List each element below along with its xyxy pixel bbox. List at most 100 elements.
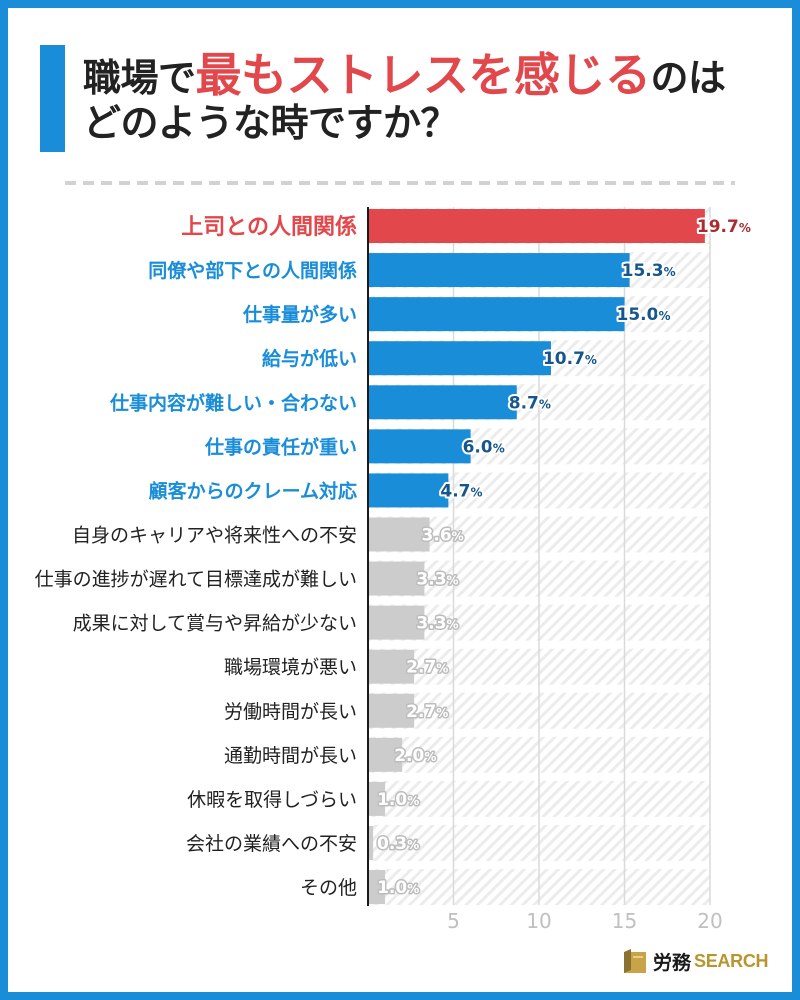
bar-blue xyxy=(368,429,471,464)
value-number: 10.7 xyxy=(543,349,585,369)
logo-text-jp: 労務 xyxy=(653,951,692,974)
category-label: 仕事の進捗が遅れて目標達成が難しい xyxy=(35,569,357,591)
value-label: 10.7% xyxy=(543,349,597,369)
category-label: 休暇を取得しづらい xyxy=(187,789,357,811)
value-number: 15.0 xyxy=(617,305,659,325)
bar-blue xyxy=(368,385,517,420)
bar-gray xyxy=(368,870,386,905)
bar-gray xyxy=(368,561,425,596)
bars xyxy=(368,209,705,905)
value-suffix: % xyxy=(493,441,505,455)
title-prefix: 職場で xyxy=(83,56,196,100)
value-suffix: % xyxy=(447,574,459,588)
bar-gray xyxy=(368,825,374,860)
bar-gray xyxy=(368,649,415,684)
value-label: 1.0% xyxy=(377,790,419,810)
value-label: 6.0% xyxy=(463,437,505,457)
category-label: 顧客からのクレーム対応 xyxy=(149,479,357,502)
category-label: 通勤時間が長い xyxy=(224,745,357,767)
category-label: 仕事内容が難しい・合わない xyxy=(109,391,357,414)
title-suffix: のは xyxy=(650,56,727,100)
x-tick-label: 5 xyxy=(447,909,460,933)
category-label: 会社の業績への不安 xyxy=(186,833,357,855)
value-suffix: % xyxy=(436,662,448,676)
value-number: 19.7 xyxy=(697,217,739,237)
value-number: 2.0 xyxy=(394,746,424,766)
value-label: 2.7% xyxy=(406,658,448,678)
value-label: 1.0% xyxy=(377,878,419,898)
value-number: 2.7 xyxy=(406,702,436,722)
category-label: 同僚や部下との人間関係 xyxy=(148,259,357,282)
category-label: 上司との人間関係 xyxy=(181,215,357,240)
value-suffix: % xyxy=(424,750,436,764)
value-suffix: % xyxy=(407,882,419,896)
value-number: 8.7 xyxy=(509,393,539,413)
value-label: 4.7% xyxy=(440,481,482,501)
value-number: 15.3 xyxy=(622,261,664,281)
value-label: 2.0% xyxy=(394,746,436,766)
value-number: 3.3 xyxy=(416,570,446,590)
value-number: 4.7 xyxy=(440,481,470,501)
category-labels: 上司との人間関係同僚や部下との人間関係仕事量が多い給与が低い仕事内容が難しい・合… xyxy=(35,215,357,899)
value-number: 1.0 xyxy=(377,878,407,898)
value-label: 2.7% xyxy=(406,702,448,722)
title-highlight: 最もストレスを感じる xyxy=(195,48,652,102)
x-tick-label: 10 xyxy=(526,909,551,933)
category-label: その他 xyxy=(300,877,357,899)
brand-logo: 労務 SEARCH xyxy=(621,946,769,976)
bar-red xyxy=(368,209,705,243)
value-suffix: % xyxy=(470,485,482,499)
book-icon xyxy=(624,948,646,973)
bar-blue xyxy=(368,253,630,288)
value-suffix: % xyxy=(407,838,419,852)
value-label: 3.3% xyxy=(416,570,458,590)
value-suffix: % xyxy=(407,794,419,808)
category-label: 自身のキャリアや将来性への不安 xyxy=(72,524,357,546)
value-label: 15.0% xyxy=(617,305,671,325)
bar-gray xyxy=(368,781,386,816)
category-label: 給与が低い xyxy=(262,347,357,370)
value-label: 0.3% xyxy=(377,834,419,854)
bar-blue xyxy=(368,473,449,508)
value-number: 2.7 xyxy=(406,658,436,678)
value-suffix: % xyxy=(664,265,676,279)
x-tick-labels: 5 10 15 20 xyxy=(447,909,723,933)
category-label: 職場環境が悪い xyxy=(224,657,357,679)
value-suffix: % xyxy=(452,529,464,543)
category-label: 仕事の責任が重い xyxy=(204,435,357,458)
value-number: 0.3 xyxy=(377,834,407,854)
value-label: 3.3% xyxy=(416,614,458,634)
x-tick-label: 20 xyxy=(697,909,722,933)
bar-gray xyxy=(368,737,403,772)
logo-text-en: SEARCH xyxy=(694,950,769,971)
title-line-1: 職場で最もストレスを感じるのは xyxy=(83,47,726,103)
bar-gray xyxy=(368,605,425,640)
value-number: 3.3 xyxy=(416,614,446,634)
x-tick-label: 15 xyxy=(612,909,637,933)
value-number: 3.6 xyxy=(422,525,452,545)
value-suffix: % xyxy=(436,706,448,720)
bar-blue xyxy=(368,341,551,376)
category-label: 労働時間が長い xyxy=(224,701,357,723)
value-number: 6.0 xyxy=(463,437,493,457)
bar-gray xyxy=(368,693,415,728)
bar-blue xyxy=(368,297,625,332)
value-number: 1.0 xyxy=(377,790,407,810)
title-accent-bar xyxy=(40,45,65,152)
value-suffix: % xyxy=(585,353,597,367)
value-suffix: % xyxy=(539,397,551,411)
value-label: 15.3% xyxy=(622,261,676,281)
value-label: 3.6% xyxy=(422,525,464,545)
chart-title: 職場で最もストレスを感じるのは どのような時ですか？ xyxy=(83,47,726,143)
value-suffix: % xyxy=(658,309,670,323)
value-suffix: % xyxy=(447,618,459,632)
value-labels: 19.7%15.3%15.0%10.7%8.7%6.0%4.7%3.6%3.3%… xyxy=(376,215,753,900)
title-line-2: どのような時ですか？ xyxy=(83,101,459,145)
value-suffix: % xyxy=(739,221,751,235)
bar-gray xyxy=(368,517,430,552)
category-label: 成果に対して賞与や昇給が少ない xyxy=(73,613,357,635)
value-label: 8.7% xyxy=(509,393,551,413)
value-label: 19.7% xyxy=(697,217,751,237)
